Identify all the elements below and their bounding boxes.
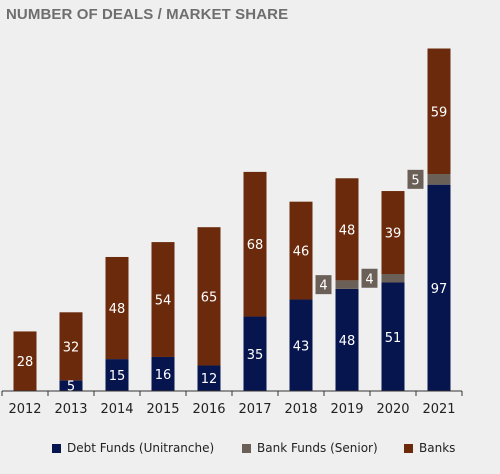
bar-debt-2018	[289, 299, 313, 391]
chart-title: NUMBER OF DEALS / MARKET SHARE	[6, 6, 289, 23]
data-label-bank-funds-2019: 4	[319, 279, 327, 294]
data-label-debt-2015: 16	[155, 368, 172, 383]
bars-layer	[13, 48, 451, 391]
data-label-banks-2020: 39	[385, 227, 402, 242]
bar-labels-layer: 28 5 32 15 48 16 54 12 65 35 68 43 46 48 4 48 51 4 39 97 5 59	[17, 105, 448, 394]
x-tick-label-2016: 2016	[192, 402, 225, 417]
data-label-bank-funds-2021: 5	[411, 173, 419, 188]
data-label-banks-2018: 46	[293, 245, 310, 260]
bar-bank-funds-2020	[381, 274, 405, 283]
bar-banks-2014	[105, 256, 129, 360]
bar-debt-2020	[381, 282, 405, 391]
data-label-banks-2021: 59	[431, 105, 448, 120]
legend-item-debt-funds: Debt Funds (Unitranche)	[52, 441, 214, 455]
bar-banks-2012	[13, 331, 37, 391]
legend-label-debt-funds: Debt Funds (Unitranche)	[67, 441, 215, 455]
bar-banks-2020	[381, 191, 405, 274]
data-label-debt-2014: 15	[109, 369, 126, 384]
bar-banks-2017	[243, 171, 267, 317]
data-label-debt-2016: 12	[201, 372, 218, 387]
data-label-banks-2014: 48	[109, 302, 126, 317]
data-label-banks-2019: 48	[339, 223, 356, 238]
bar-banks-2018	[289, 201, 313, 300]
legend-swatch-bank-funds	[242, 443, 251, 453]
bar-debt-2015	[151, 356, 175, 391]
data-label-debt-2021: 97	[431, 282, 448, 297]
data-label-banks-2012: 28	[17, 355, 34, 370]
bar-banks-2015	[151, 242, 175, 357]
x-tick-label-2018: 2018	[284, 402, 317, 417]
bar-debt-2017	[243, 316, 267, 391]
x-tick-label-2013: 2013	[54, 402, 87, 417]
bar-debt-2016	[197, 365, 221, 391]
legend: Debt Funds (Unitranche) Bank Funds (Seni…	[0, 441, 500, 461]
x-tick-label-2017: 2017	[238, 402, 271, 417]
bar-bank-funds-2019	[335, 280, 359, 289]
data-label-box-bank-funds-2019	[315, 275, 332, 295]
bar-banks-2013	[59, 312, 83, 381]
legend-item-banks: Banks	[404, 441, 455, 455]
data-label-banks-2016: 65	[201, 290, 218, 305]
data-label-box-bank-funds-2021	[407, 169, 424, 189]
x-tick-label-2021: 2021	[422, 402, 455, 417]
data-label-banks-2013: 32	[63, 340, 80, 355]
data-label-banks-2017: 68	[247, 238, 264, 253]
x-tick-label-2019: 2019	[330, 402, 363, 417]
data-label-box-bank-funds-2020	[361, 268, 378, 288]
legend-swatch-debt-funds	[52, 443, 61, 453]
data-label-debt-2013: 5	[67, 380, 75, 395]
x-tick-label-2012: 2012	[8, 402, 41, 417]
x-tick-label-2015: 2015	[146, 402, 179, 417]
bar-debt-2021	[427, 184, 451, 391]
legend-swatch-banks	[404, 443, 413, 453]
bar-debt-2019	[335, 288, 359, 391]
x-tick-label-2020: 2020	[376, 402, 409, 417]
bar-debt-2013	[59, 380, 83, 391]
x-tick-label-2014: 2014	[100, 402, 133, 417]
data-label-debt-2017: 35	[247, 348, 264, 363]
bar-bank-funds-2021	[427, 174, 451, 185]
legend-label-bank-funds: Bank Funds (Senior)	[257, 441, 378, 455]
legend-label-banks: Banks	[419, 441, 456, 455]
data-label-banks-2015: 54	[155, 294, 172, 309]
bar-banks-2019	[335, 178, 359, 281]
legend-item-bank-funds: Bank Funds (Senior)	[242, 441, 378, 455]
bar-banks-2021	[427, 48, 451, 175]
data-label-debt-2019: 48	[339, 334, 356, 349]
data-label-debt-2020: 51	[385, 331, 402, 346]
bar-banks-2016	[197, 227, 221, 366]
data-label-debt-2018: 43	[293, 339, 310, 354]
bar-debt-2014	[105, 359, 129, 391]
data-label-bank-funds-2020: 4	[365, 272, 373, 287]
x-axis: 2012 2013 2014 2015 2016 2017 2018 2019 2020 2021	[1, 390, 463, 417]
